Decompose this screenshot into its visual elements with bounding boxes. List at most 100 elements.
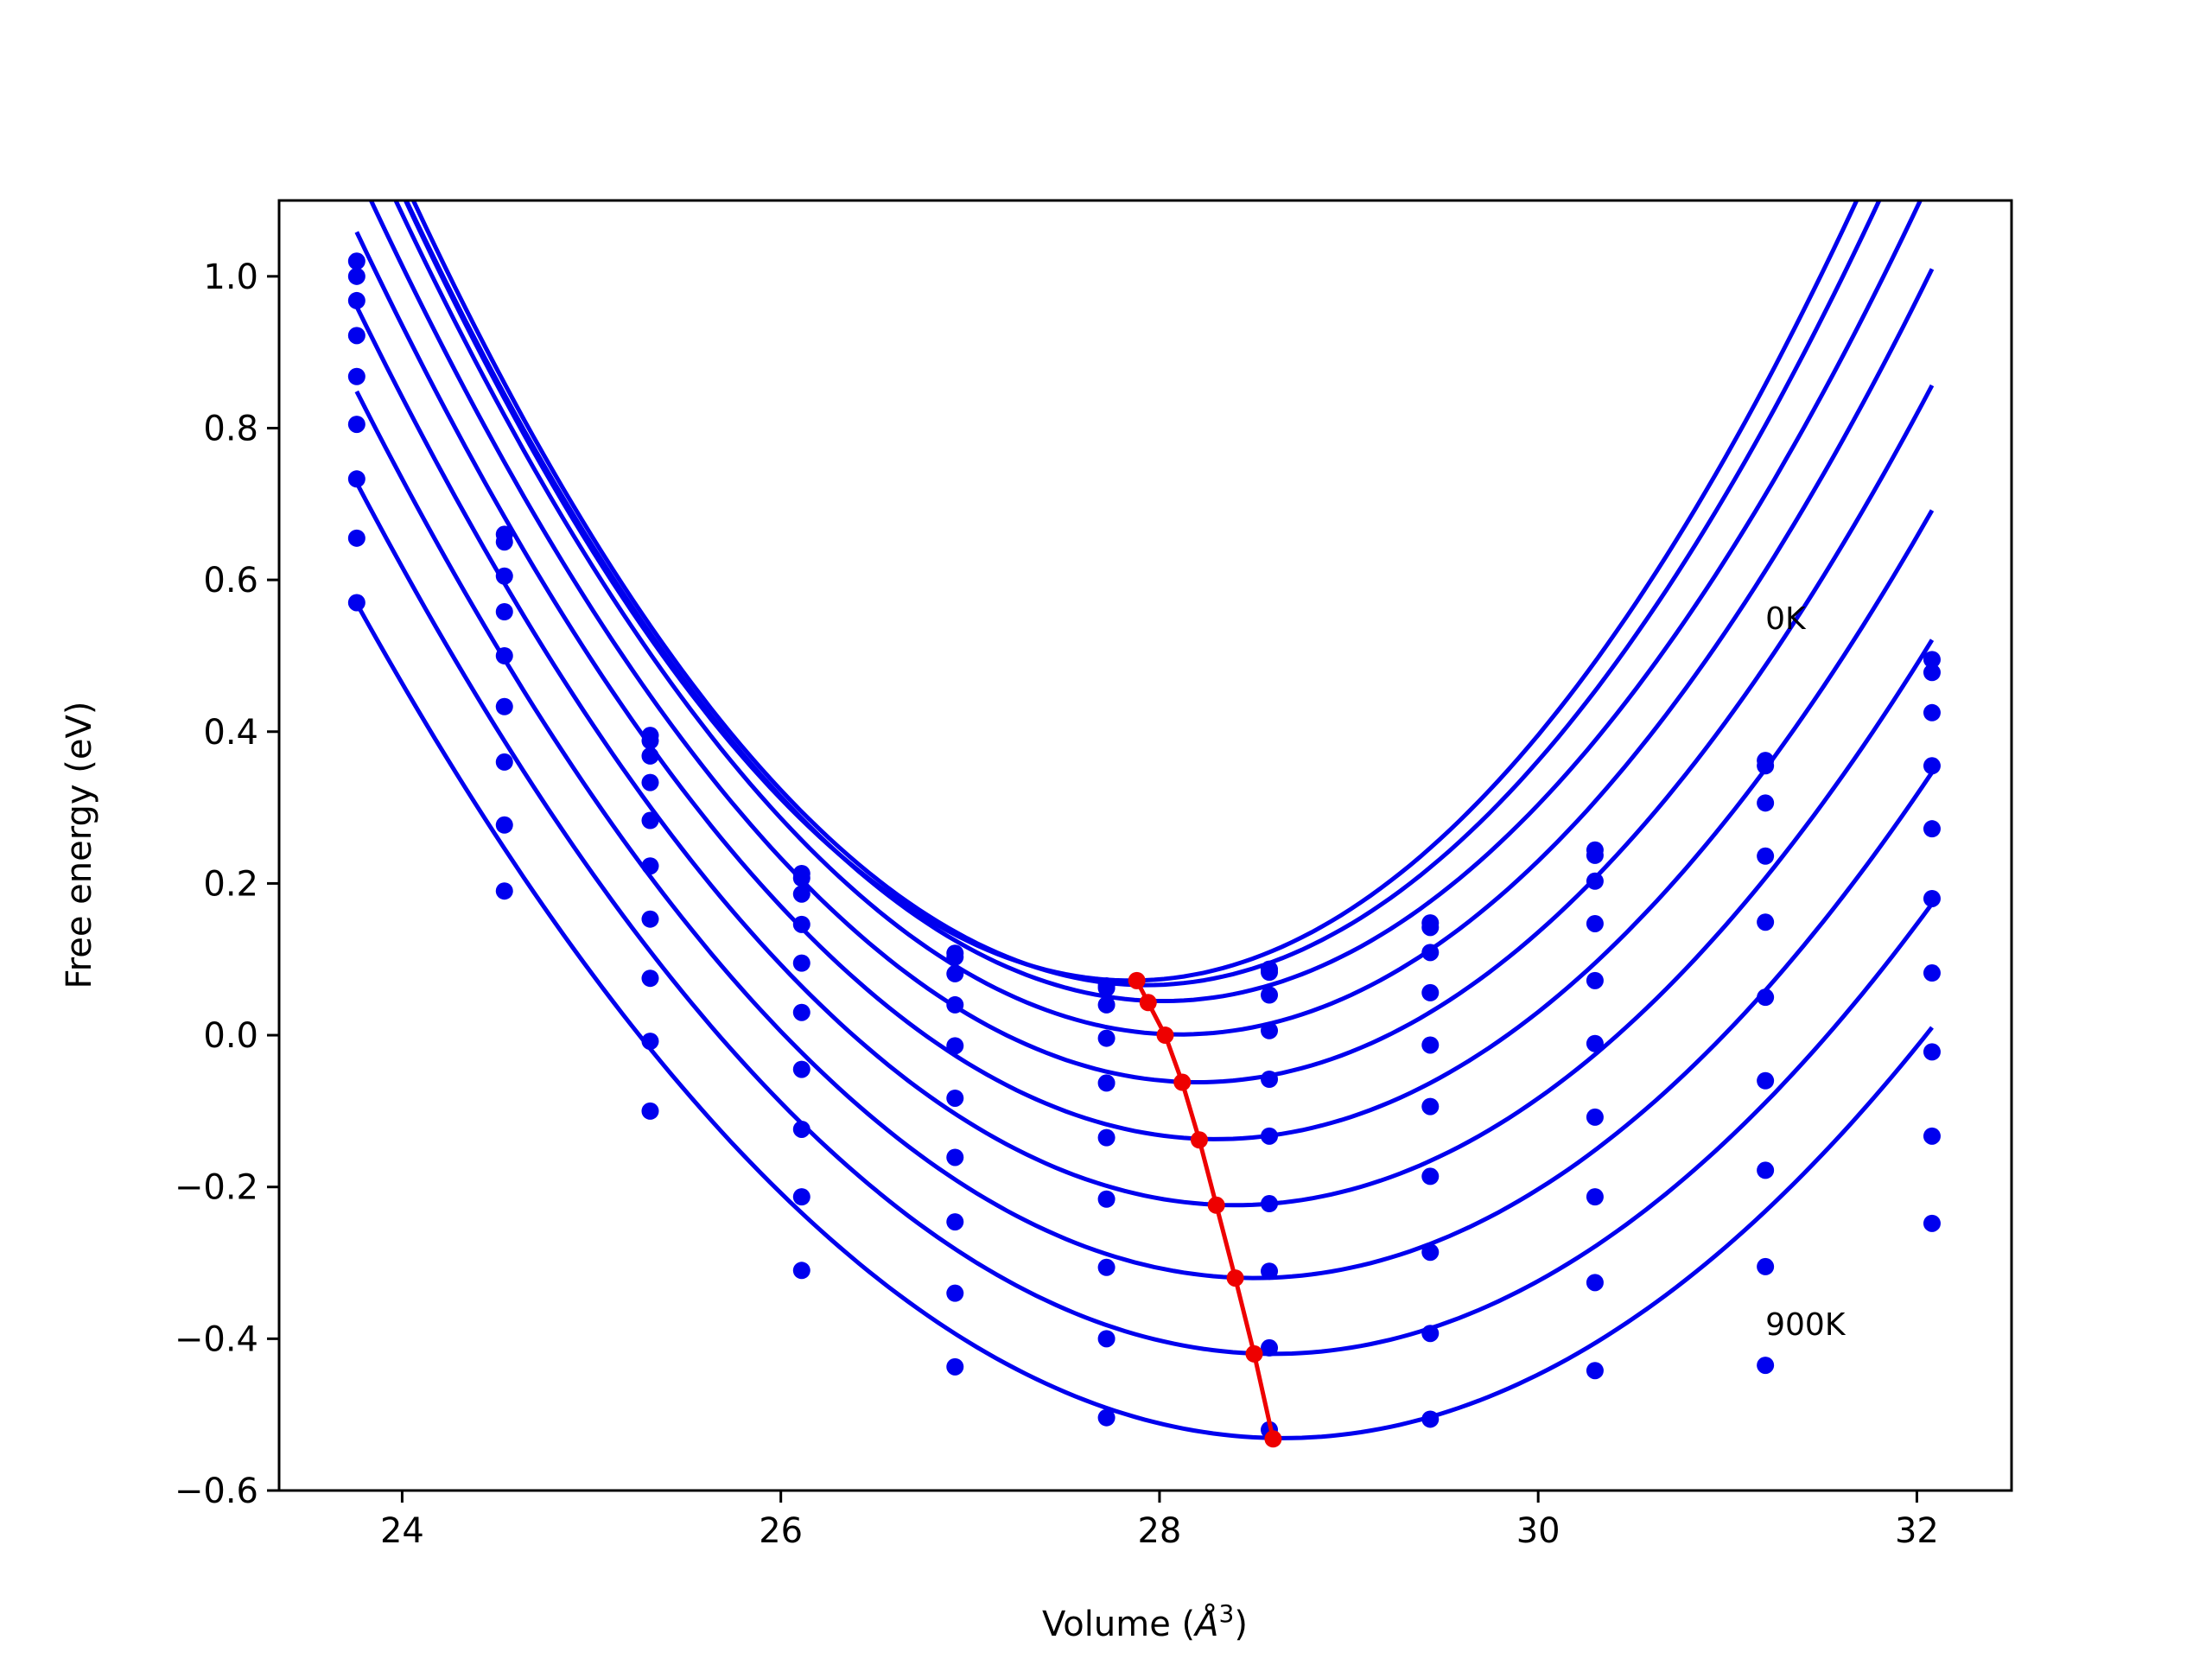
data-point	[495, 567, 513, 585]
data-point	[792, 1188, 810, 1206]
data-point	[495, 753, 513, 771]
data-points	[347, 252, 1941, 1439]
y-tick-label: −0.2	[175, 1168, 258, 1208]
x-tick-label: 26	[759, 1511, 803, 1551]
data-point	[946, 1357, 964, 1376]
data-point	[495, 697, 513, 715]
fit-curve	[354, 231, 1935, 1141]
data-point	[1421, 1410, 1440, 1428]
data-point	[946, 1284, 964, 1302]
y-tick-label: 0.8	[203, 409, 258, 448]
data-point	[1586, 914, 1604, 932]
temperature-annotation: 0K	[1765, 601, 1807, 637]
data-point	[1586, 1188, 1604, 1206]
data-point	[792, 915, 810, 933]
data-point	[641, 910, 659, 928]
data-point	[1586, 1274, 1604, 1292]
data-point	[1757, 757, 1775, 775]
data-point	[1097, 1408, 1116, 1427]
minimum-point	[1190, 1131, 1208, 1149]
data-point	[792, 954, 810, 972]
data-point	[1261, 1021, 1279, 1039]
temperature-annotation: 900K	[1765, 1307, 1847, 1343]
y-tick-label: 0.2	[203, 864, 258, 904]
data-point	[792, 885, 810, 903]
data-point	[1421, 1325, 1440, 1343]
data-point	[495, 533, 513, 551]
data-point	[1757, 1357, 1775, 1375]
data-point	[641, 969, 659, 988]
data-point	[347, 291, 365, 309]
data-point	[946, 1148, 964, 1166]
data-point	[495, 882, 513, 900]
data-point	[792, 1262, 810, 1280]
y-tick-label: 0.0	[203, 1016, 258, 1056]
data-point	[641, 732, 659, 750]
data-point	[1421, 1097, 1440, 1116]
data-point	[641, 1102, 659, 1120]
minimum-point	[1128, 971, 1146, 989]
data-point	[792, 1060, 810, 1078]
data-point	[1923, 889, 1941, 907]
minimum-point	[1173, 1073, 1192, 1091]
data-point	[1923, 964, 1941, 982]
data-point	[495, 603, 513, 621]
data-point	[1261, 1262, 1279, 1281]
y-tick-label: −0.6	[175, 1471, 258, 1511]
data-point	[347, 267, 365, 285]
data-point	[1923, 651, 1941, 669]
fit-curve	[354, 481, 1935, 1357]
minimum-point	[1264, 1430, 1282, 1448]
data-point	[1586, 1362, 1604, 1380]
annotations: 0K 900K	[1765, 601, 1847, 1343]
data-point	[1586, 846, 1604, 864]
data-point	[1586, 1034, 1604, 1052]
data-point	[347, 367, 365, 385]
data-point	[1923, 757, 1941, 775]
x-axis-label: Volume (Å3)	[1042, 1599, 1248, 1644]
data-point	[641, 857, 659, 875]
data-point	[1097, 1074, 1116, 1092]
data-point	[1261, 986, 1279, 1004]
data-point	[1421, 1036, 1440, 1054]
data-point	[1261, 1195, 1279, 1213]
data-point	[495, 646, 513, 664]
data-point	[1261, 1070, 1279, 1088]
data-point	[946, 1089, 964, 1107]
x-tick-label: 32	[1895, 1511, 1939, 1551]
x-axis-ticks: 24 26 28 30 32	[380, 1491, 1939, 1551]
fit-curve	[354, 305, 1935, 1208]
fit-curve	[354, 390, 1935, 1281]
data-point	[641, 1033, 659, 1051]
data-point	[792, 1003, 810, 1021]
data-point	[1757, 847, 1775, 865]
data-point	[1421, 1167, 1440, 1185]
y-tick-label: 0.4	[203, 713, 258, 753]
data-point	[792, 869, 810, 887]
y-tick-label: 1.0	[203, 257, 258, 297]
data-point	[946, 948, 964, 966]
data-point	[641, 747, 659, 765]
x-tick-label: 24	[380, 1511, 424, 1551]
data-point	[1757, 1071, 1775, 1090]
data-point	[347, 594, 365, 612]
data-point	[1923, 703, 1941, 721]
y-axis-ticks: −0.6 −0.4 −0.2 0.0 0.2 0.4 0.6 0.8 1.0	[175, 257, 279, 1511]
data-point	[792, 1120, 810, 1138]
data-point	[1757, 988, 1775, 1007]
data-point	[1097, 979, 1116, 997]
data-point	[946, 964, 964, 982]
data-point	[1097, 1190, 1116, 1208]
data-point	[1097, 1330, 1116, 1348]
data-point	[347, 416, 365, 434]
data-point	[1923, 664, 1941, 682]
data-point	[1923, 820, 1941, 838]
minimum-point	[1156, 1027, 1174, 1045]
data-point	[1261, 1338, 1279, 1357]
data-point	[1421, 944, 1440, 962]
data-point	[1757, 1257, 1775, 1275]
data-point	[946, 1037, 964, 1055]
x-tick-label: 28	[1137, 1511, 1181, 1551]
minimum-point	[1226, 1269, 1244, 1287]
